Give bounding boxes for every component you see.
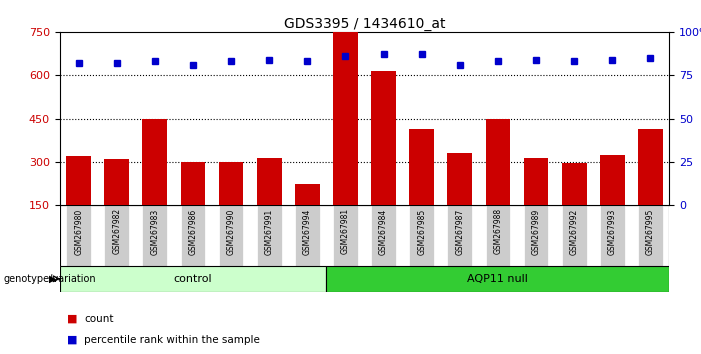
- Text: GSM267983: GSM267983: [151, 208, 159, 255]
- Text: GSM267994: GSM267994: [303, 208, 312, 255]
- Bar: [638, 129, 662, 205]
- Bar: [524, 205, 548, 266]
- Bar: [257, 205, 282, 266]
- Text: ▶: ▶: [48, 274, 56, 284]
- Bar: [409, 205, 434, 266]
- Text: GSM267989: GSM267989: [531, 208, 540, 255]
- Text: AQP11 null: AQP11 null: [468, 274, 529, 284]
- Text: GSM267992: GSM267992: [570, 208, 578, 255]
- Bar: [181, 205, 205, 266]
- Text: GSM267985: GSM267985: [417, 208, 426, 255]
- Text: GSM267993: GSM267993: [608, 208, 617, 255]
- Bar: [600, 205, 625, 266]
- Bar: [327, 266, 669, 292]
- Bar: [372, 71, 396, 205]
- Text: GSM267984: GSM267984: [379, 208, 388, 255]
- Bar: [600, 155, 625, 205]
- Text: control: control: [174, 274, 212, 284]
- Text: GSM267982: GSM267982: [112, 208, 121, 255]
- Text: GSM267981: GSM267981: [341, 208, 350, 255]
- Text: percentile rank within the sample: percentile rank within the sample: [84, 335, 260, 345]
- Bar: [67, 156, 91, 205]
- Bar: [142, 205, 168, 266]
- Bar: [409, 129, 434, 205]
- Text: GSM267986: GSM267986: [189, 208, 198, 255]
- Title: GDS3395 / 1434610_at: GDS3395 / 1434610_at: [284, 17, 445, 31]
- Text: ■: ■: [67, 335, 77, 345]
- Bar: [486, 205, 510, 266]
- Bar: [524, 158, 548, 205]
- Bar: [562, 164, 587, 205]
- Bar: [295, 184, 320, 205]
- Bar: [67, 205, 91, 266]
- Text: ■: ■: [67, 314, 77, 324]
- Bar: [142, 119, 168, 205]
- Bar: [257, 158, 282, 205]
- Text: GSM267987: GSM267987: [456, 208, 464, 255]
- Bar: [104, 205, 129, 266]
- Bar: [219, 162, 243, 205]
- Text: GSM267980: GSM267980: [74, 208, 83, 255]
- Text: GSM267988: GSM267988: [494, 208, 503, 255]
- Text: GSM267995: GSM267995: [646, 208, 655, 255]
- Text: genotype/variation: genotype/variation: [4, 274, 96, 284]
- Text: GSM267991: GSM267991: [265, 208, 273, 255]
- Bar: [372, 205, 396, 266]
- Bar: [447, 205, 472, 266]
- Bar: [562, 205, 587, 266]
- Bar: [486, 119, 510, 205]
- Text: count: count: [84, 314, 114, 324]
- Bar: [333, 32, 358, 205]
- Bar: [60, 266, 327, 292]
- Bar: [333, 205, 358, 266]
- Bar: [638, 205, 662, 266]
- Bar: [295, 205, 320, 266]
- Bar: [219, 205, 243, 266]
- Bar: [447, 153, 472, 205]
- Bar: [181, 162, 205, 205]
- Bar: [104, 159, 129, 205]
- Text: GSM267990: GSM267990: [226, 208, 236, 255]
